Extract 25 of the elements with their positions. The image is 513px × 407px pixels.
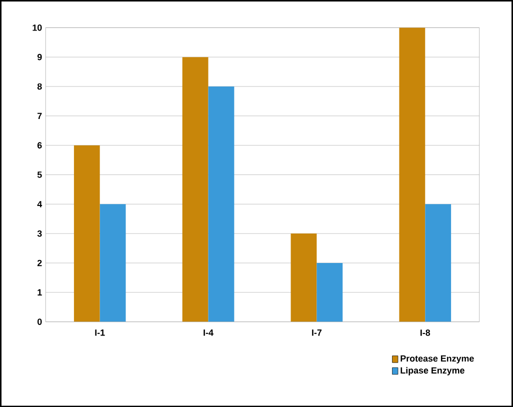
- y-tick-label: 5: [37, 171, 42, 178]
- x-tick-label: I-8: [420, 329, 430, 336]
- bar: [208, 86, 234, 322]
- bar: [399, 28, 426, 322]
- bar: [182, 56, 208, 322]
- bar: [425, 204, 452, 322]
- bar: [316, 262, 343, 322]
- y-tick-label: 9: [37, 54, 42, 60]
- bar: [74, 145, 100, 322]
- legend-label: Lipase Enzyme: [400, 366, 464, 376]
- y-tick-label: 1: [38, 289, 42, 296]
- bar: [290, 233, 317, 322]
- x-tick-label: I-7: [312, 329, 322, 336]
- x-tick-label: I-4: [204, 329, 214, 336]
- y-tick-label: 8: [37, 83, 42, 90]
- bar: [100, 204, 126, 322]
- y-tick-label: 10: [32, 24, 42, 31]
- y-tick-label: 4: [37, 200, 42, 208]
- y-tick-label: 2: [37, 260, 42, 266]
- y-tick-label: 7: [38, 112, 42, 119]
- legend-label: Protease Enzyme: [400, 355, 474, 364]
- y-tick-label: 0: [37, 318, 42, 325]
- y-tick-label: 3: [37, 230, 42, 237]
- x-tick-label: I-1: [95, 329, 105, 336]
- y-tick-label: 6: [37, 142, 42, 148]
